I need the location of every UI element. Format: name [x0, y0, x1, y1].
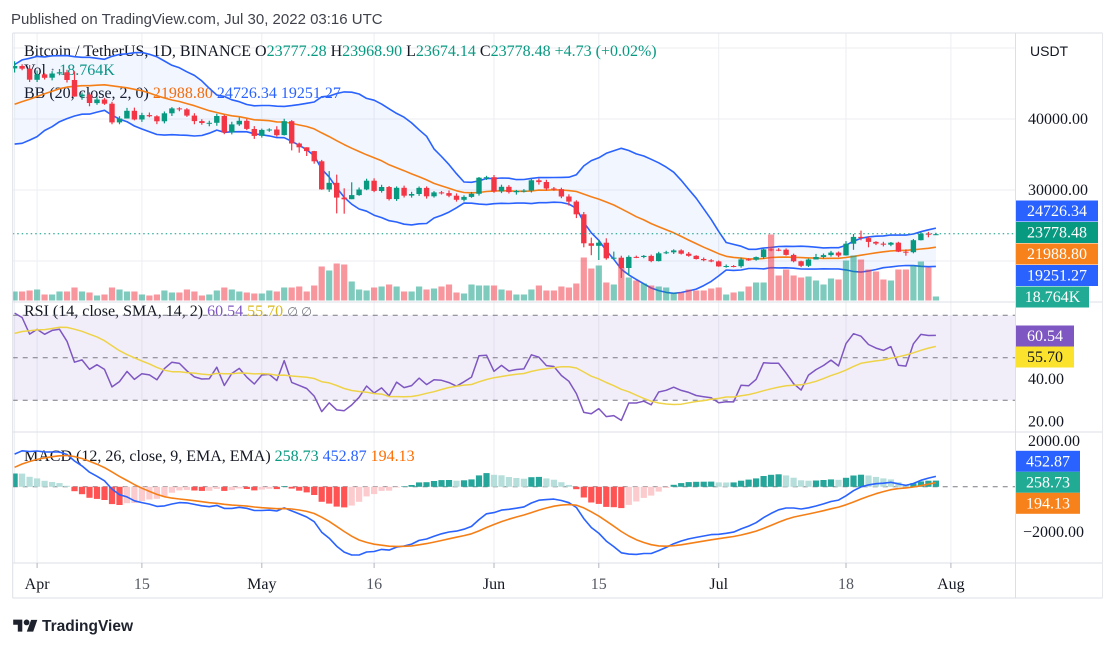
- svg-text:23778.48: 23778.48: [1027, 225, 1087, 242]
- svg-text:258.73: 258.73: [1026, 474, 1070, 491]
- svg-text:15: 15: [591, 576, 607, 593]
- svg-text:Apr: Apr: [25, 576, 51, 593]
- svg-text:20.00: 20.00: [1028, 414, 1064, 431]
- svg-text:19251.27: 19251.27: [1027, 268, 1087, 285]
- svg-text:30000.00: 30000.00: [1028, 182, 1088, 199]
- svg-text:55.70: 55.70: [1027, 349, 1063, 366]
- svg-text:40.00: 40.00: [1028, 371, 1064, 388]
- svg-text:15: 15: [134, 576, 150, 593]
- svg-text:21988.80: 21988.80: [1027, 246, 1087, 263]
- svg-text:Vol · 18.764K: Vol · 18.764K: [24, 62, 115, 79]
- svg-text:Bitcoin / TetherUS, 1D, BINANC: Bitcoin / TetherUS, 1D, BINANCE O23777.2…: [24, 43, 657, 60]
- svg-text:40000.00: 40000.00: [1028, 111, 1088, 128]
- svg-text:194.13: 194.13: [1026, 495, 1070, 512]
- svg-text:16: 16: [366, 576, 382, 593]
- svg-text:USDT: USDT: [1030, 43, 1069, 59]
- svg-text:BB (20, close, 2, 0) 21988.80: BB (20, close, 2, 0) 21988.80 24726.34 1…: [24, 85, 341, 102]
- svg-text:−2000.00: −2000.00: [1023, 524, 1084, 541]
- svg-text:18.764K: 18.764K: [1025, 289, 1081, 306]
- svg-text:18: 18: [838, 576, 854, 593]
- svg-text:May: May: [247, 576, 276, 593]
- svg-text:MACD (12, 26, close, 9, EMA, E: MACD (12, 26, close, 9, EMA, EMA) 258.73…: [24, 448, 415, 465]
- svg-text:452.87: 452.87: [1026, 453, 1070, 470]
- svg-text:60.54: 60.54: [1027, 328, 1063, 345]
- svg-text:Aug: Aug: [937, 576, 965, 593]
- svg-text:2000.00: 2000.00: [1028, 433, 1080, 450]
- svg-text:24726.34: 24726.34: [1027, 203, 1087, 220]
- svg-text:Jul: Jul: [709, 576, 728, 593]
- svg-text:Jun: Jun: [483, 576, 505, 593]
